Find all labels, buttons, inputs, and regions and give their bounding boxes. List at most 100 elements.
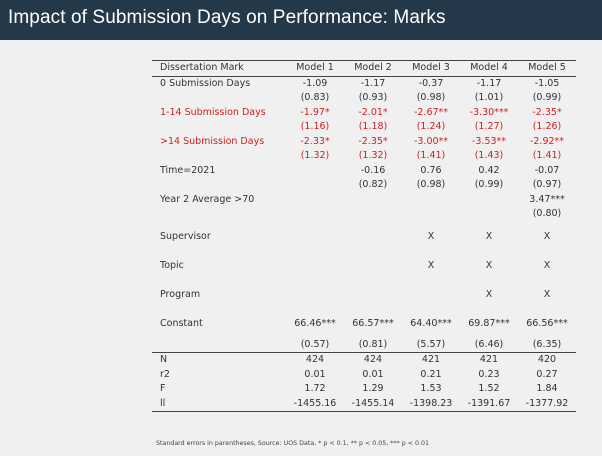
se-cell: (0.83) (300, 92, 330, 103)
fixed-effect-mark (286, 251, 344, 280)
table-row: (0.57) (0.81) (5.57) (6.46) (6.35) (152, 338, 576, 353)
stat-cell: 421 (460, 352, 518, 368)
se-cell: (1.16) (300, 121, 330, 132)
fixed-effect-mark: X (485, 230, 493, 242)
row-label: 0 Submission Days (160, 77, 251, 89)
fixed-effect-mark: X (427, 230, 435, 242)
fixed-effect-mark: X (543, 288, 551, 300)
stat-cell: -1455.14 (344, 396, 402, 412)
table-row: 0 Submission Days -1.09 -1.17 -0.37 -1.1… (152, 76, 576, 91)
coef-cell: 66.57*** (352, 317, 394, 329)
table-row: >14 Submission Days -2.33* -2.35* -3.00*… (152, 135, 576, 150)
coef-cell: -3.53** (471, 135, 507, 147)
se-cell: (0.80) (532, 208, 562, 219)
coef-cell: -2.67** (413, 106, 449, 118)
stat-cell: 0.27 (536, 368, 558, 380)
coef-cell: -2.33* (300, 135, 330, 147)
fixed-effect-mark (344, 222, 402, 251)
table-row: Program X X (152, 280, 576, 309)
se-cell: (0.98) (416, 179, 446, 190)
se-cell (460, 207, 518, 222)
table-header-row: Dissertation Mark Model 1 Model 2 Model … (152, 60, 576, 77)
se-cell: (0.57) (300, 338, 330, 350)
row-label: Supervisor (160, 230, 211, 242)
se-cell (286, 178, 344, 193)
se-cell: (0.81) (358, 338, 388, 350)
coef-cell: -2.01* (358, 106, 388, 118)
header-model-2: Model 2 (344, 60, 402, 77)
row-label: Year 2 Average >70 (160, 193, 255, 205)
se-cell: (1.43) (474, 150, 504, 161)
fixed-effect-mark (344, 251, 402, 280)
title-bar: Impact of Submission Days on Performance… (0, 0, 602, 40)
stat-cell: 421 (402, 352, 460, 368)
fixed-effect-mark: X (427, 259, 435, 271)
se-cell: (6.35) (532, 338, 562, 350)
fixed-effect-mark (286, 222, 344, 251)
table-row: (1.32) (1.32) (1.41) (1.43) (1.41) (152, 149, 576, 164)
coef-cell: 64.40*** (410, 317, 452, 329)
header-model-5: Model 5 (518, 60, 576, 77)
se-cell: (0.99) (474, 179, 504, 190)
coef-cell: 66.46*** (294, 317, 336, 329)
stats-row: ll -1455.16 -1455.14 -1398.23 -1391.67 -… (152, 396, 576, 412)
coef-cell: -0.07 (534, 164, 560, 176)
coef-cell (402, 193, 460, 208)
coef-cell (344, 193, 402, 208)
stat-cell: 1.84 (536, 383, 558, 394)
row-label: Time=2021 (160, 164, 216, 176)
stats-row: F 1.72 1.29 1.53 1.52 1.84 (152, 382, 576, 397)
fixed-effect-mark (286, 280, 344, 309)
table-row: Constant 66.46*** 66.57*** 64.40*** 69.8… (152, 309, 576, 338)
coef-cell: -0.37 (418, 77, 444, 89)
coef-cell: -2.35* (358, 135, 388, 147)
se-cell: (0.99) (532, 92, 562, 103)
stat-label: F (160, 383, 166, 394)
slide-title: Impact of Submission Days on Performance… (8, 7, 446, 28)
coef-cell: -2.92** (529, 135, 565, 147)
coef-cell: 69.87*** (468, 317, 510, 329)
stat-cell: 1.72 (304, 383, 326, 394)
header-model-4: Model 4 (460, 60, 518, 77)
coef-cell: 0.76 (420, 164, 442, 176)
stats-row: N 424 424 421 421 420 (152, 352, 576, 368)
stat-cell: 0.01 (304, 368, 326, 380)
coef-cell: -1.09 (302, 77, 328, 89)
stat-label: r2 (160, 368, 170, 380)
se-cell: (6.46) (474, 338, 504, 350)
stat-cell: 424 (286, 352, 344, 368)
coef-cell: -3.30*** (469, 106, 509, 118)
row-label: 1-14 Submission Days (160, 106, 266, 118)
table-row: 1-14 Submission Days -1.97* -2.01* -2.67… (152, 106, 576, 121)
coef-cell: -1.97* (300, 106, 330, 118)
se-cell: (1.41) (416, 150, 446, 161)
fixed-effect-mark (402, 280, 460, 309)
table-footnote: Standard errors in parentheses, Source: … (156, 440, 429, 447)
stat-cell: 1.29 (362, 383, 384, 394)
regression-table: Dissertation Mark Model 1 Model 2 Model … (152, 60, 576, 412)
coef-cell (286, 193, 344, 208)
row-label: Constant (160, 317, 203, 329)
table-row: (1.16) (1.18) (1.24) (1.27) (1.26) (152, 120, 576, 135)
coef-cell: -3.00** (413, 135, 449, 147)
se-cell: (1.26) (532, 121, 562, 132)
fixed-effect-mark: X (543, 259, 551, 271)
table-row: Topic X X X (152, 251, 576, 280)
fixed-effect-mark: X (485, 259, 493, 271)
se-cell: (1.18) (358, 121, 388, 132)
coef-cell: 3.47*** (529, 193, 565, 205)
se-cell: (5.57) (416, 338, 446, 350)
se-cell (344, 207, 402, 222)
se-cell: (0.97) (532, 179, 562, 190)
slide-body (0, 40, 602, 456)
coef-cell: -1.17 (360, 77, 386, 89)
se-cell: (1.27) (474, 121, 504, 132)
stat-cell: 0.01 (362, 368, 384, 380)
fixed-effect-mark: X (543, 230, 551, 242)
coef-cell: -1.05 (534, 77, 560, 89)
se-cell: (0.82) (358, 179, 388, 190)
table-row: (0.83) (0.93) (0.98) (1.01) (0.99) (152, 91, 576, 106)
se-cell (402, 207, 460, 222)
se-cell (286, 207, 344, 222)
coef-cell: -2.35* (532, 106, 562, 118)
